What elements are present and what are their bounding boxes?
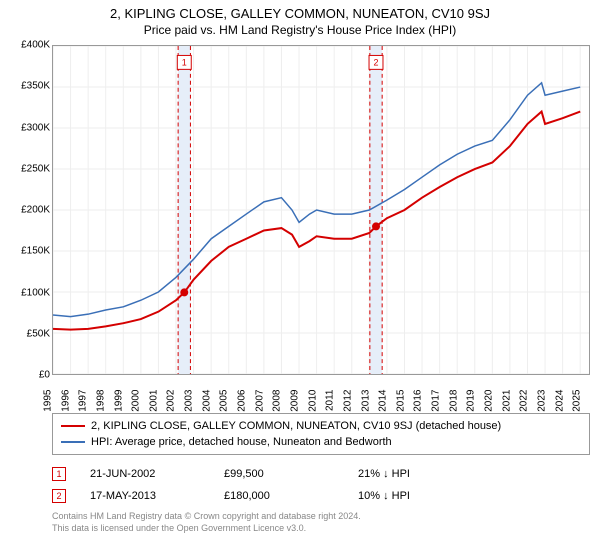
- x-tick-label: 2008: [272, 390, 283, 412]
- chart-subtitle: Price paid vs. HM Land Registry's House …: [10, 23, 590, 37]
- event-2-date: 17-MAY-2013: [90, 490, 200, 502]
- event-2-price: £180,000: [224, 490, 334, 502]
- y-tick-label: £200K: [21, 205, 50, 216]
- y-tick-label: £50K: [27, 328, 50, 339]
- x-tick-label: 2011: [325, 390, 336, 412]
- y-tick-label: £100K: [21, 287, 50, 298]
- y-tick-label: £250K: [21, 163, 50, 174]
- x-tick-label: 2021: [501, 390, 512, 412]
- x-tick-label: 2018: [448, 390, 459, 412]
- legend-row-property: 2, KIPLING CLOSE, GALLEY COMMON, NUNEATO…: [61, 418, 581, 434]
- svg-text:1: 1: [182, 57, 187, 67]
- event-marker-1-num: 1: [56, 469, 61, 479]
- x-tick-label: 2017: [431, 390, 442, 412]
- legend-swatch-property: [61, 425, 85, 427]
- x-tick-label: 2019: [466, 390, 477, 412]
- x-tick-label: 2016: [413, 390, 424, 412]
- x-tick-label: 2004: [201, 390, 212, 412]
- x-tick-label: 2005: [219, 390, 230, 412]
- footer-line-1: Contains HM Land Registry data © Crown c…: [52, 511, 590, 523]
- events-table: 1 21-JUN-2002 £99,500 21% ↓ HPI 2 17-MAY…: [52, 463, 590, 507]
- x-tick-label: 2012: [342, 390, 353, 412]
- event-row-2: 2 17-MAY-2013 £180,000 10% ↓ HPI: [52, 485, 590, 507]
- x-tick-label: 2022: [519, 390, 530, 412]
- event-1-date: 21-JUN-2002: [90, 468, 200, 480]
- event-marker-1: 1: [52, 467, 66, 481]
- x-tick-label: 2013: [360, 390, 371, 412]
- x-tick-label: 2006: [237, 390, 248, 412]
- x-tick-label: 2024: [554, 390, 565, 412]
- y-tick-label: £300K: [21, 122, 50, 133]
- y-tick-label: £350K: [21, 81, 50, 92]
- y-tick-label: £400K: [21, 40, 50, 51]
- event-marker-2-num: 2: [56, 491, 61, 501]
- chart-area: £0£50K£100K£150K£200K£250K£300K£350K£400…: [10, 45, 590, 405]
- x-tick-label: 2014: [378, 390, 389, 412]
- x-tick-label: 1998: [95, 390, 106, 412]
- y-axis: £0£50K£100K£150K£200K£250K£300K£350K£400…: [10, 45, 52, 375]
- event-2-delta: 10% ↓ HPI: [358, 490, 468, 502]
- y-tick-label: £0: [39, 370, 50, 381]
- y-tick-label: £150K: [21, 246, 50, 257]
- legend: 2, KIPLING CLOSE, GALLEY COMMON, NUNEATO…: [52, 413, 590, 455]
- x-tick-label: 2000: [131, 390, 142, 412]
- plot-area: 12: [52, 45, 590, 375]
- legend-label-property: 2, KIPLING CLOSE, GALLEY COMMON, NUNEATO…: [91, 420, 501, 432]
- x-tick-label: 2025: [572, 390, 583, 412]
- x-tick-label: 1999: [113, 390, 124, 412]
- event-marker-2: 2: [52, 489, 66, 503]
- x-axis: 1995199619971998199920002001200220032004…: [52, 375, 590, 405]
- x-tick-label: 2020: [483, 390, 494, 412]
- event-1-price: £99,500: [224, 468, 334, 480]
- event-row-1: 1 21-JUN-2002 £99,500 21% ↓ HPI: [52, 463, 590, 485]
- chart-container: 2, KIPLING CLOSE, GALLEY COMMON, NUNEATO…: [0, 0, 600, 560]
- x-tick-label: 1995: [43, 390, 54, 412]
- x-tick-label: 2007: [254, 390, 265, 412]
- x-tick-label: 1996: [60, 390, 71, 412]
- chart-title: 2, KIPLING CLOSE, GALLEY COMMON, NUNEATO…: [10, 6, 590, 21]
- footer-line-2: This data is licensed under the Open Gov…: [52, 523, 590, 535]
- x-tick-label: 2001: [148, 390, 159, 412]
- x-tick-label: 2010: [307, 390, 318, 412]
- svg-text:2: 2: [374, 57, 379, 67]
- x-tick-label: 2002: [166, 390, 177, 412]
- legend-row-hpi: HPI: Average price, detached house, Nune…: [61, 434, 581, 450]
- legend-swatch-hpi: [61, 441, 85, 443]
- x-tick-label: 2003: [184, 390, 195, 412]
- legend-label-hpi: HPI: Average price, detached house, Nune…: [91, 436, 392, 448]
- x-tick-label: 2023: [536, 390, 547, 412]
- event-1-delta: 21% ↓ HPI: [358, 468, 468, 480]
- plot-svg: 12: [53, 46, 589, 374]
- x-tick-label: 1997: [78, 390, 89, 412]
- x-tick-label: 2015: [395, 390, 406, 412]
- footer: Contains HM Land Registry data © Crown c…: [52, 511, 590, 534]
- x-tick-label: 2009: [289, 390, 300, 412]
